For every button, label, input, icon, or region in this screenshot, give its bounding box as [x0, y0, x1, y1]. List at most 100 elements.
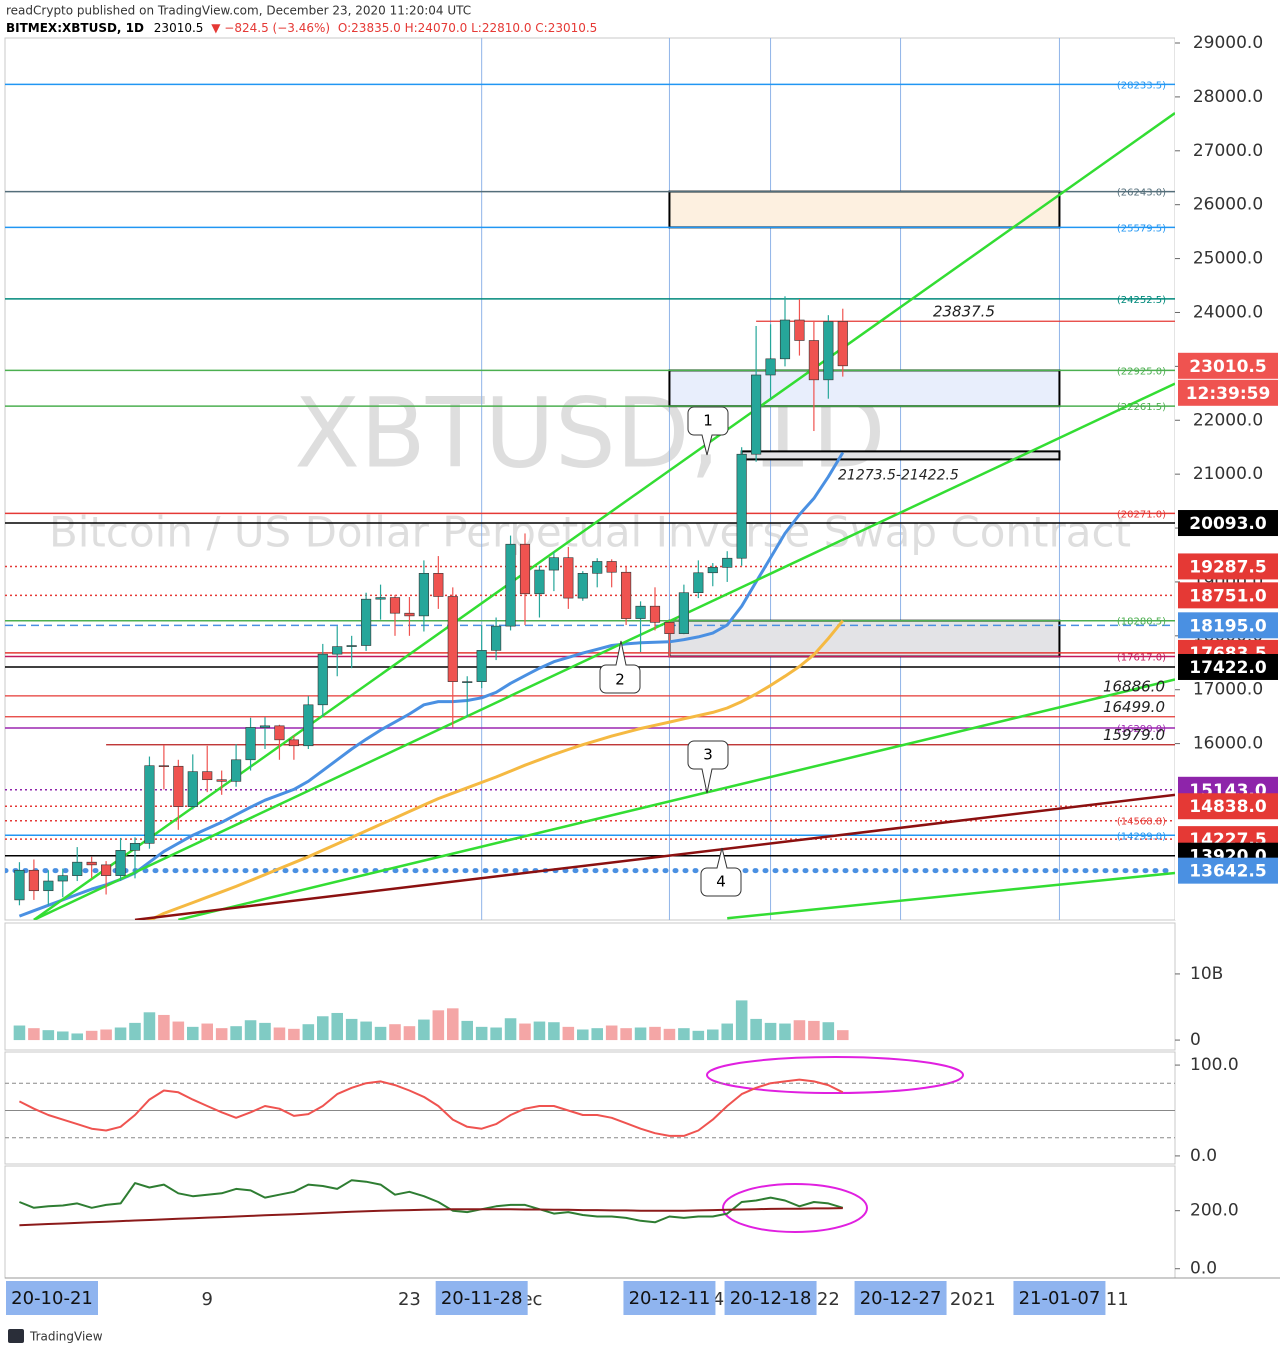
volume-bar — [85, 1030, 98, 1041]
date-marker-badge — [854, 1281, 947, 1315]
candle-body — [28, 869, 39, 892]
level-label: (24252.5) — [1117, 295, 1166, 306]
date-marker-label: 21-01-07 — [1019, 1288, 1101, 1309]
countdown-tag — [1178, 379, 1278, 406]
volume-bar — [779, 1023, 791, 1041]
candle-body — [722, 557, 733, 568]
price-tag-label: 20093.0 — [1189, 514, 1267, 534]
price-tag — [1178, 510, 1278, 537]
volume-bar — [302, 1024, 315, 1041]
volume-bar — [808, 1020, 820, 1041]
highlight-ellipse — [722, 1183, 868, 1233]
volume-bar — [750, 1018, 762, 1041]
candle-body — [14, 869, 25, 901]
candle-body — [519, 543, 531, 595]
moving-average — [18, 451, 845, 918]
overlay: 21273.5-21422.5 (28233.5) (26243.0) (25579.… — [838, 80, 1166, 842]
date-marker-label: 20-12-11 — [629, 1288, 711, 1309]
y-tick-label: 29000.0 — [1193, 33, 1263, 53]
y-tick-label: 25000.0 — [1193, 249, 1263, 269]
date-marker-badge — [435, 1281, 528, 1315]
annotated-level-label: 16499.0 — [1103, 698, 1165, 716]
price-tag — [1178, 857, 1278, 884]
trendline — [134, 793, 1175, 920]
indicator-line — [18, 1078, 844, 1137]
volume-bar — [822, 1022, 835, 1041]
change: ▼ −824.5 (−3.46%) — [211, 21, 330, 35]
candle-body — [664, 622, 675, 634]
volume-bar — [447, 1008, 459, 1041]
candle-body — [563, 557, 574, 599]
candle-body — [129, 843, 141, 851]
y-tick-label: 27000.0 — [1193, 141, 1263, 161]
candle-body — [433, 573, 444, 597]
volume-bar — [100, 1029, 112, 1041]
price-tag-label: 18195.0 — [1189, 616, 1267, 636]
candle-body — [259, 725, 271, 728]
volume-bar — [215, 1028, 228, 1041]
volume-bar — [143, 1012, 156, 1041]
volume-bar — [114, 1027, 127, 1041]
callout-box — [687, 740, 729, 794]
candle-body — [751, 374, 762, 455]
candle-body — [101, 864, 112, 876]
date-marker-label: 20-11-28 — [441, 1288, 523, 1309]
candle-body — [144, 765, 155, 844]
price-tag-label: 13642.5 — [1189, 862, 1266, 882]
candle-body — [534, 569, 545, 595]
volume-bar — [735, 1000, 748, 1041]
candle-body — [505, 543, 516, 627]
volume-bar — [360, 1021, 372, 1041]
volume-bar — [432, 1010, 445, 1041]
trendline — [33, 112, 1175, 920]
date-marker-label: 20-10-21 — [11, 1288, 93, 1309]
x-tick-label: 11 — [1106, 1289, 1129, 1310]
candle-body — [794, 319, 805, 341]
candle-body — [779, 319, 791, 360]
zone-box — [740, 450, 1061, 461]
price-tag-label: 14838.0 — [1189, 797, 1267, 817]
y-tick-label: 22000.0 — [1193, 410, 1263, 430]
volume-bar — [490, 1027, 502, 1041]
candle-body — [231, 759, 242, 782]
volume-bar — [649, 1026, 661, 1041]
price-tag-label: 17422.0 — [1189, 658, 1267, 678]
date-marker-label: 20-12-18 — [730, 1288, 812, 1309]
level-label: (26243.0) — [1117, 188, 1166, 199]
volume-bar — [129, 1022, 141, 1041]
candle-body — [707, 567, 718, 574]
y-tick-label: 0.0 — [1190, 1259, 1217, 1279]
candle-body — [274, 725, 285, 741]
candle-body — [678, 592, 689, 634]
volume-bar — [389, 1024, 401, 1041]
price-tag — [1178, 582, 1278, 609]
candle-body — [823, 321, 834, 381]
callout-label: 1 — [703, 412, 713, 430]
trendline — [33, 382, 1175, 920]
volume-bar — [28, 1028, 40, 1041]
y-tick-label: 28000.0 — [1193, 87, 1263, 107]
candle-body — [548, 557, 559, 571]
price-tag — [1178, 352, 1278, 379]
price-tag — [1178, 553, 1278, 580]
candle-body — [346, 645, 357, 647]
highlight-ellipse — [706, 1056, 964, 1094]
candle-body — [332, 646, 343, 655]
candle-body — [43, 880, 54, 892]
indicator-pane — [4, 1051, 1176, 1165]
volume-bar — [562, 1026, 575, 1041]
price-axis — [1175, 36, 1280, 920]
volume-bar — [273, 1027, 286, 1041]
y-tick-label: 10B — [1190, 964, 1223, 984]
volume-bar — [418, 1019, 430, 1041]
volume-bar — [187, 1026, 199, 1041]
level-label: (25579.5) — [1117, 223, 1166, 234]
volume-bar — [13, 1025, 26, 1041]
y-tick-label: 21000.0 — [1193, 464, 1263, 484]
y-tick-label: 17000.0 — [1193, 680, 1263, 700]
candle-body — [577, 573, 588, 599]
candle-body — [837, 321, 848, 367]
volume-bar — [317, 1016, 329, 1041]
price-tag — [1178, 653, 1278, 680]
